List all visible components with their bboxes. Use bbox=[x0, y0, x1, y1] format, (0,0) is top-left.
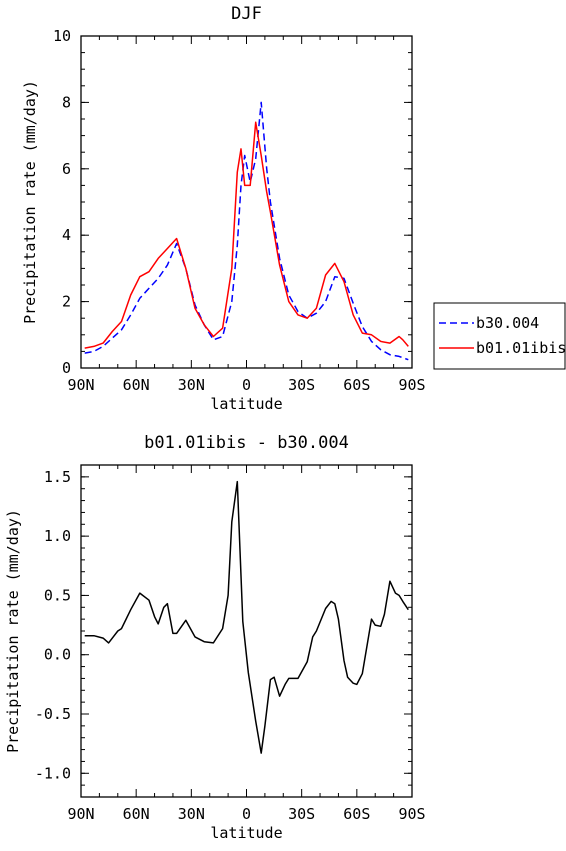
y-tick-label: 2 bbox=[62, 293, 71, 311]
chart-title: DJF bbox=[231, 4, 262, 24]
x-tick-label: 90N bbox=[67, 805, 94, 823]
x-tick-label: 30S bbox=[288, 805, 315, 823]
x-tick-label: 90N bbox=[67, 376, 94, 394]
x-tick-label: 60N bbox=[123, 805, 150, 823]
y-tick-label: 10 bbox=[53, 27, 71, 45]
y-tick-label: 0 bbox=[62, 359, 71, 377]
plot-frame bbox=[80, 35, 413, 369]
x-tick-label: 90S bbox=[398, 376, 425, 394]
x-tick-label: 30N bbox=[178, 805, 205, 823]
x-tick-label: 90S bbox=[398, 805, 425, 823]
x-tick-label: 0 bbox=[242, 805, 251, 823]
y-tick-label: -0.5 bbox=[35, 705, 71, 723]
y-tick-label: 1.0 bbox=[44, 527, 71, 545]
x-tick-label: 30S bbox=[288, 376, 315, 394]
y-tick-label: 1.5 bbox=[44, 468, 71, 486]
x-axis-label: latitude bbox=[210, 395, 282, 413]
chart-difference: b01.01ibis - b30.004 90N 60N 30N 0 30S 60S 90S 1… bbox=[4, 433, 426, 842]
plot-frame bbox=[80, 464, 413, 798]
legend-box bbox=[433, 302, 566, 370]
series-line-0 bbox=[84, 480, 409, 754]
legend-label: b30.004 bbox=[476, 314, 539, 332]
y-tick-label: -1.0 bbox=[35, 764, 71, 782]
y-tick-label: 8 bbox=[62, 93, 71, 111]
x-axis-label: latitude bbox=[210, 824, 282, 842]
y-tick-label: 0.5 bbox=[44, 586, 71, 604]
x-tick-label: 60S bbox=[343, 805, 370, 823]
chart-djf: DJF 90N 60N 30N 0 30S 60S 90S 0 2 4 6 8 10 latitude Pre… bbox=[21, 4, 566, 413]
y-axis-label: Precipitation rate (mm/day) bbox=[21, 80, 39, 324]
chart-title: b01.01ibis - b30.004 bbox=[144, 433, 349, 453]
x-tick-label: 60S bbox=[343, 376, 370, 394]
x-tick-label: 30N bbox=[178, 376, 205, 394]
legend-label: b01.01ibis bbox=[476, 339, 566, 357]
series-line-0 bbox=[84, 101, 409, 361]
series-line-1 bbox=[84, 121, 409, 349]
y-axis-label: Precipitation rate (mm/day) bbox=[4, 509, 22, 753]
y-tick-label: 6 bbox=[62, 160, 71, 178]
x-tick-label: 60N bbox=[123, 376, 150, 394]
y-tick-label: 0.0 bbox=[44, 646, 71, 664]
y-tick-label: 4 bbox=[62, 226, 71, 244]
x-tick-label: 0 bbox=[242, 376, 251, 394]
